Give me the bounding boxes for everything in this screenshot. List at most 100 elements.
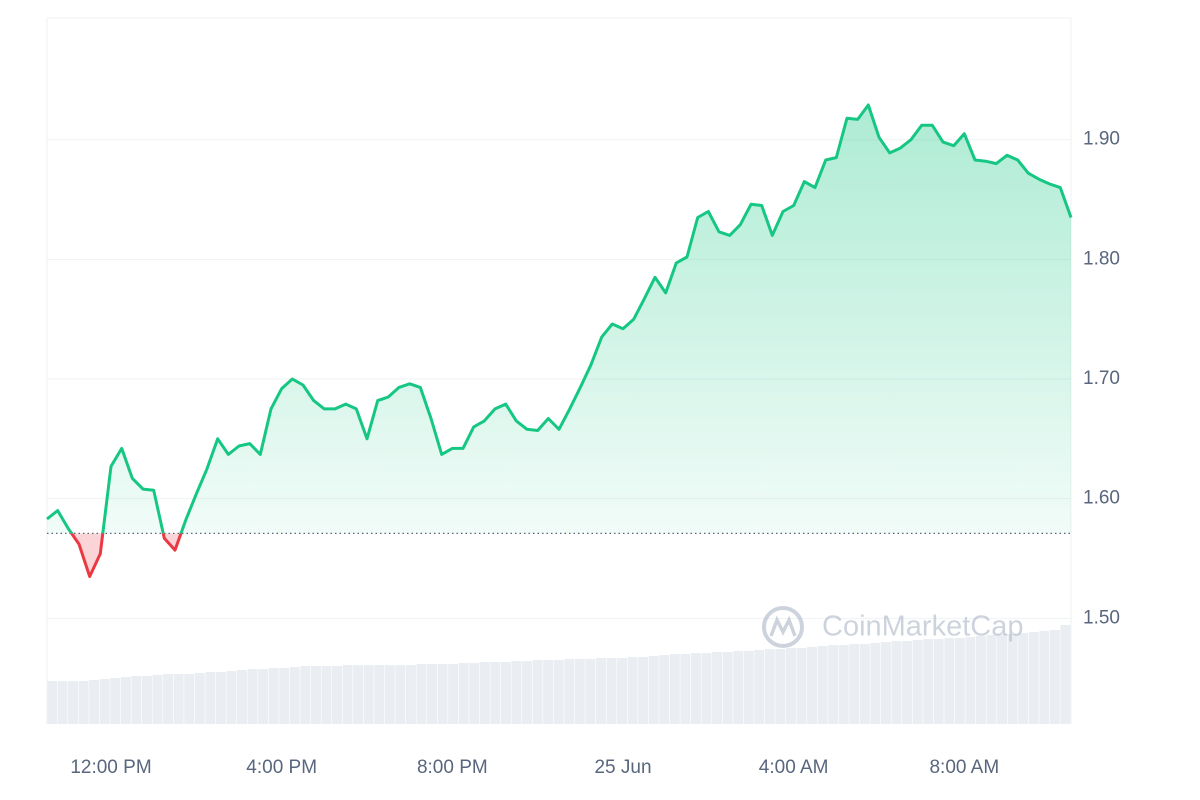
volume-bar (68, 681, 79, 724)
volume-bar (279, 668, 290, 724)
volume-bar (690, 653, 701, 724)
x-tick-label: 25 Jun (594, 757, 651, 778)
volume-bar (891, 641, 902, 724)
price-line (46, 103, 1073, 534)
x-tick-label: 8:00 PM (417, 757, 488, 778)
volume-bar (163, 674, 174, 724)
volume-bar (490, 662, 501, 724)
volume-bar (416, 664, 427, 724)
volume-bar (680, 654, 691, 724)
volume-bar (954, 638, 965, 724)
volume-bar (648, 656, 659, 724)
volume-bar (532, 660, 543, 724)
volume-bar (300, 666, 311, 724)
volume-bar (205, 672, 216, 724)
volume-bar (912, 640, 923, 724)
volume-bar (194, 673, 205, 724)
volume-bar (849, 644, 860, 724)
volume-bar (237, 670, 247, 724)
volume-bar (975, 636, 986, 724)
plot-layer (46, 103, 1073, 578)
volume-bar (828, 645, 839, 724)
volume-bar (57, 681, 68, 724)
volume-bar (807, 647, 818, 724)
area-above (47, 105, 1071, 534)
volume-bar (775, 649, 786, 724)
volume-bar (522, 661, 533, 724)
volume-bar (184, 674, 195, 724)
volume-bar (997, 634, 1008, 724)
volume-bar (1049, 630, 1060, 724)
volume-bar (469, 663, 480, 724)
volume-bar (880, 642, 891, 724)
x-tick-label: 4:00 PM (246, 757, 317, 778)
volume-bar (743, 651, 754, 724)
volume-bar (226, 671, 237, 724)
volume-bar (574, 659, 585, 724)
volume-bar (152, 675, 163, 724)
volume-bar (923, 639, 934, 724)
x-tick-label: 8:00 AM (929, 757, 999, 778)
volume-bar (384, 665, 395, 724)
volume-bar (374, 665, 385, 724)
volume-bar (722, 652, 733, 724)
volume-bar (268, 668, 279, 724)
volume-bar (754, 650, 765, 724)
volume-bar (902, 641, 913, 724)
volume-bar (733, 651, 744, 724)
volume-bar (553, 660, 564, 724)
volume-bar (78, 681, 89, 724)
y-tick-label: 1.70 (1083, 368, 1120, 389)
y-tick-label: 1.90 (1083, 129, 1120, 150)
volume-bar (511, 661, 522, 724)
volume-bar (1039, 631, 1050, 724)
volume-bar (1060, 625, 1071, 724)
volume-bar (131, 676, 142, 724)
volume-bar (1018, 633, 1029, 724)
volume-bar (321, 666, 332, 724)
volume-bar (289, 667, 300, 724)
volume-bar (342, 665, 353, 724)
volume-bar (247, 669, 258, 724)
volume-bar (606, 658, 617, 724)
volume-layer (47, 625, 1071, 724)
volume-bar (859, 644, 870, 724)
volume-bar (310, 666, 321, 724)
volume-bar (627, 657, 638, 724)
volume-bar (332, 666, 342, 724)
volume-bar (89, 680, 100, 724)
area-below (71, 533, 181, 577)
volume-bar (458, 663, 469, 724)
volume-bar (1028, 632, 1039, 724)
watermark: CoinMarketCap (762, 606, 1023, 648)
y-tick-label: 1.60 (1083, 488, 1120, 509)
volume-bar (659, 655, 670, 724)
x-tick-label: 12:00 PM (70, 757, 151, 778)
volume-bar (500, 662, 511, 724)
volume-bar (448, 664, 459, 724)
volume-bar (437, 664, 448, 724)
volume-bar (764, 649, 775, 724)
volume-bar (701, 653, 712, 724)
volume-bar (669, 654, 680, 724)
volume-bar (564, 659, 575, 724)
volume-bar (817, 646, 828, 724)
volume-bar (479, 662, 490, 724)
volume-bar (785, 648, 796, 724)
volume-bar (363, 665, 374, 724)
volume-bar (965, 637, 976, 724)
volume-bar (617, 658, 628, 724)
volume-bar (405, 665, 416, 724)
x-tick-label: 4:00 AM (759, 757, 829, 778)
volume-bar (99, 679, 110, 724)
y-tick-label: 1.80 (1083, 248, 1120, 269)
volume-bar (395, 665, 406, 724)
volume-bar (142, 676, 152, 724)
volume-bar (933, 639, 944, 724)
watermark-text: CoinMarketCap (822, 611, 1023, 643)
volume-bar (870, 643, 881, 724)
volume-bar (353, 665, 364, 724)
volume-bar (427, 664, 437, 724)
